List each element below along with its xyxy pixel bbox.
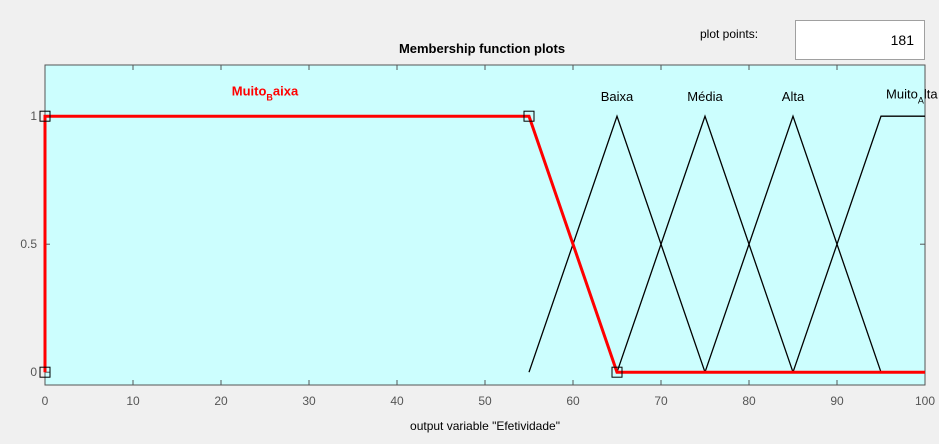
x-tick-label: 100 bbox=[915, 394, 935, 408]
x-tick-label: 40 bbox=[390, 394, 404, 408]
mf-line-muito_alta[interactable] bbox=[792, 115, 925, 373]
y-tick-label: 0.5 bbox=[20, 237, 37, 251]
axis-ticks: 0 10 20 30 40 50 60 70 80 90 100 0 0.5 1 bbox=[20, 65, 935, 408]
x-tick-label: 0 bbox=[42, 394, 49, 408]
x-tick-label: 90 bbox=[830, 394, 844, 408]
plot-points-label: plot points: bbox=[700, 27, 759, 41]
x-tick-label: 10 bbox=[126, 394, 140, 408]
mf-label-média: Média bbox=[687, 89, 723, 104]
mf-vertex-handle[interactable] bbox=[39, 366, 51, 378]
x-tick-label: 20 bbox=[214, 394, 228, 408]
mf-vertex-handle[interactable] bbox=[523, 110, 535, 122]
plot-area bbox=[44, 64, 926, 386]
mf-label-baixa: Baixa bbox=[601, 89, 634, 104]
x-tick-label: 30 bbox=[302, 394, 316, 408]
mf-line-alta[interactable] bbox=[704, 114, 882, 373]
mf-line-média[interactable] bbox=[616, 114, 794, 373]
series-layer bbox=[39, 110, 925, 378]
y-tick-label: 0 bbox=[30, 365, 37, 379]
x-tick-label: 70 bbox=[654, 394, 668, 408]
mf-line-baixa[interactable] bbox=[528, 114, 706, 373]
chart-title: Membership function plots bbox=[399, 41, 565, 56]
x-axis-label: output variable "Efetividade" bbox=[410, 419, 560, 433]
mf-line-muito_baixa[interactable] bbox=[43, 114, 925, 374]
x-tick-label: 80 bbox=[742, 394, 756, 408]
mf-vertex-handle[interactable] bbox=[39, 110, 51, 122]
y-tick-label: 1 bbox=[30, 109, 37, 123]
plot-points-input[interactable] bbox=[795, 20, 925, 60]
x-tick-label: 50 bbox=[478, 394, 492, 408]
mf-label-muito_alta: MuitoAlta bbox=[886, 86, 938, 105]
x-tick-label: 60 bbox=[566, 394, 580, 408]
mf-label-muito_baixa: MuitoBaixa bbox=[232, 84, 299, 103]
mf-label-alta: Alta bbox=[782, 89, 805, 104]
mf-vertex-handle[interactable] bbox=[611, 366, 623, 378]
mf-labels: MuitoBaixa Baixa Média Alta MuitoAlta bbox=[232, 84, 939, 106]
